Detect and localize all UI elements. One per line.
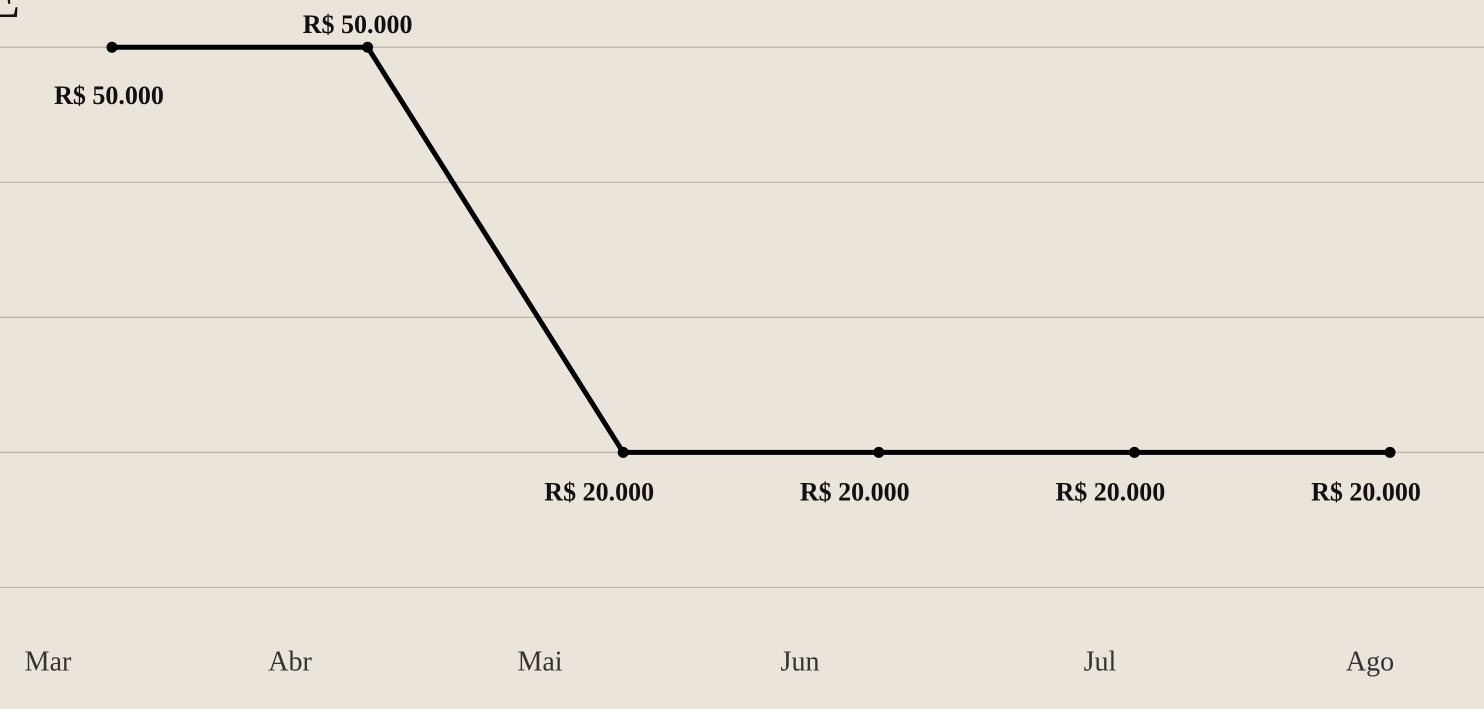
data-label: R$ 50.000	[303, 10, 413, 39]
point	[873, 446, 885, 458]
point	[617, 446, 629, 458]
chart-title: E	[0, 0, 20, 30]
data-label: R$ 20.000	[1311, 477, 1421, 506]
data-label: R$ 20.000	[1056, 477, 1166, 506]
x-tick-label: Abr	[268, 646, 312, 677]
x-tick-label: Mai	[517, 646, 562, 677]
x-tick-label: Jun	[781, 646, 820, 677]
point	[1128, 446, 1140, 458]
x-tick-label: Jul	[1084, 646, 1117, 677]
data-label: R$ 20.000	[800, 477, 910, 506]
point	[362, 41, 374, 53]
data-label: R$ 50.000	[54, 81, 164, 110]
line	[112, 44, 1390, 455]
point	[1384, 446, 1396, 458]
point	[106, 41, 118, 53]
x-tick-label: Ago	[1346, 646, 1394, 677]
data-label: R$ 20.000	[544, 477, 654, 506]
x-tick-label: Mar	[25, 646, 72, 677]
